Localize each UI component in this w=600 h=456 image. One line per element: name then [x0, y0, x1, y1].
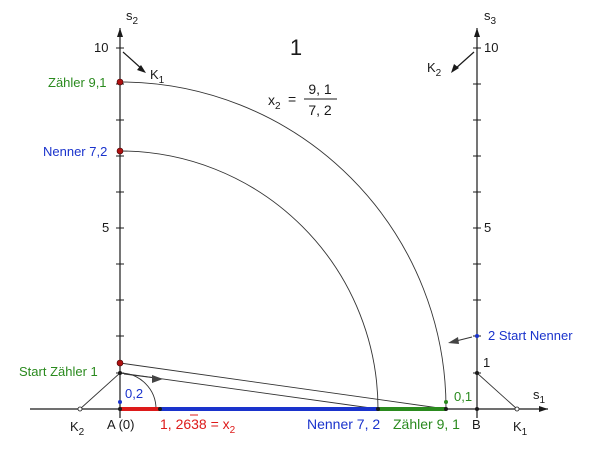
arrow-start-nenner [448, 336, 473, 344]
tick-label-left-10: 10 [94, 40, 108, 55]
formula: x2 = 9, 1 7, 2 [268, 81, 337, 118]
label-start-nenner: 2 Start Nenner [488, 328, 573, 343]
axis-name-s2: s2 [126, 8, 139, 27]
arrow-K2-top [451, 51, 475, 73]
axis-name-s1: s1 [533, 387, 546, 406]
label-B: B [472, 417, 481, 432]
point-s2-1 [118, 371, 122, 375]
label-0-1: 0,1 [454, 389, 472, 404]
formula-denominator: 7, 2 [308, 102, 332, 118]
label-nenner-7-2-bottom: Nenner 7, 2 [307, 416, 380, 432]
tick-label-right-1: 1 [483, 355, 490, 370]
label-A: A (0) [107, 417, 134, 432]
axis-name-s3: s3 [484, 8, 497, 27]
label-result: 1, 2638 = x2 [160, 416, 236, 436]
title: 1 [290, 35, 302, 60]
line-start-zaehler-to-zaehler [119, 362, 447, 410]
arc-zaehler-9-1 [119, 81, 447, 410]
point-result [158, 407, 162, 411]
point-A [118, 407, 122, 411]
tick-label-left-5: 5 [102, 220, 109, 235]
point-K1-bottom [514, 406, 520, 412]
point-nenner-bottom [376, 407, 380, 411]
label-K2-top: K2 [427, 60, 442, 79]
formula-lhs: x2 [268, 92, 281, 112]
label-nenner-7-2-left: Nenner 7,2 [43, 144, 107, 159]
point-start-zaehler [116, 359, 124, 367]
label-zaehler-9-1-left: Zähler 9,1 [48, 75, 107, 90]
point-0-2 [118, 400, 122, 404]
label-K1-bottom: K1 [513, 419, 528, 438]
point-B [475, 407, 479, 411]
s2-axis-arrowhead [117, 28, 123, 37]
formula-eq: = [288, 91, 296, 107]
arrow-start-zaehler [123, 373, 163, 383]
line-to-k1-bottom [476, 372, 518, 410]
s1-axis-arrowhead [539, 406, 548, 412]
point-start-nenner [475, 334, 479, 338]
label-K1-top: K1 [150, 67, 165, 86]
line-to-k2-bottom [79, 372, 121, 410]
label-start-zaehler: Start Zähler 1 [19, 364, 98, 379]
label-zaehler-9-1-bottom: Zähler 9, 1 [393, 416, 460, 432]
arc-nenner-7-2 [119, 150, 379, 410]
point-s3-1 [475, 371, 479, 375]
s3-axis-arrowhead [474, 28, 480, 37]
formula-numerator: 9, 1 [308, 81, 332, 97]
point-zaehler-bottom [444, 407, 448, 411]
point-zaehler-9-1 [116, 78, 124, 86]
tick-label-right-5: 5 [484, 220, 491, 235]
point-nenner-7-2 [116, 147, 124, 155]
tick-label-right-10: 10 [484, 40, 498, 55]
label-K2-bottom: K2 [70, 419, 85, 438]
point-K2-bottom [77, 406, 83, 412]
label-0-2: 0,2 [125, 386, 143, 401]
point-0-1 [444, 400, 448, 404]
arrow-K1-top [122, 51, 146, 73]
